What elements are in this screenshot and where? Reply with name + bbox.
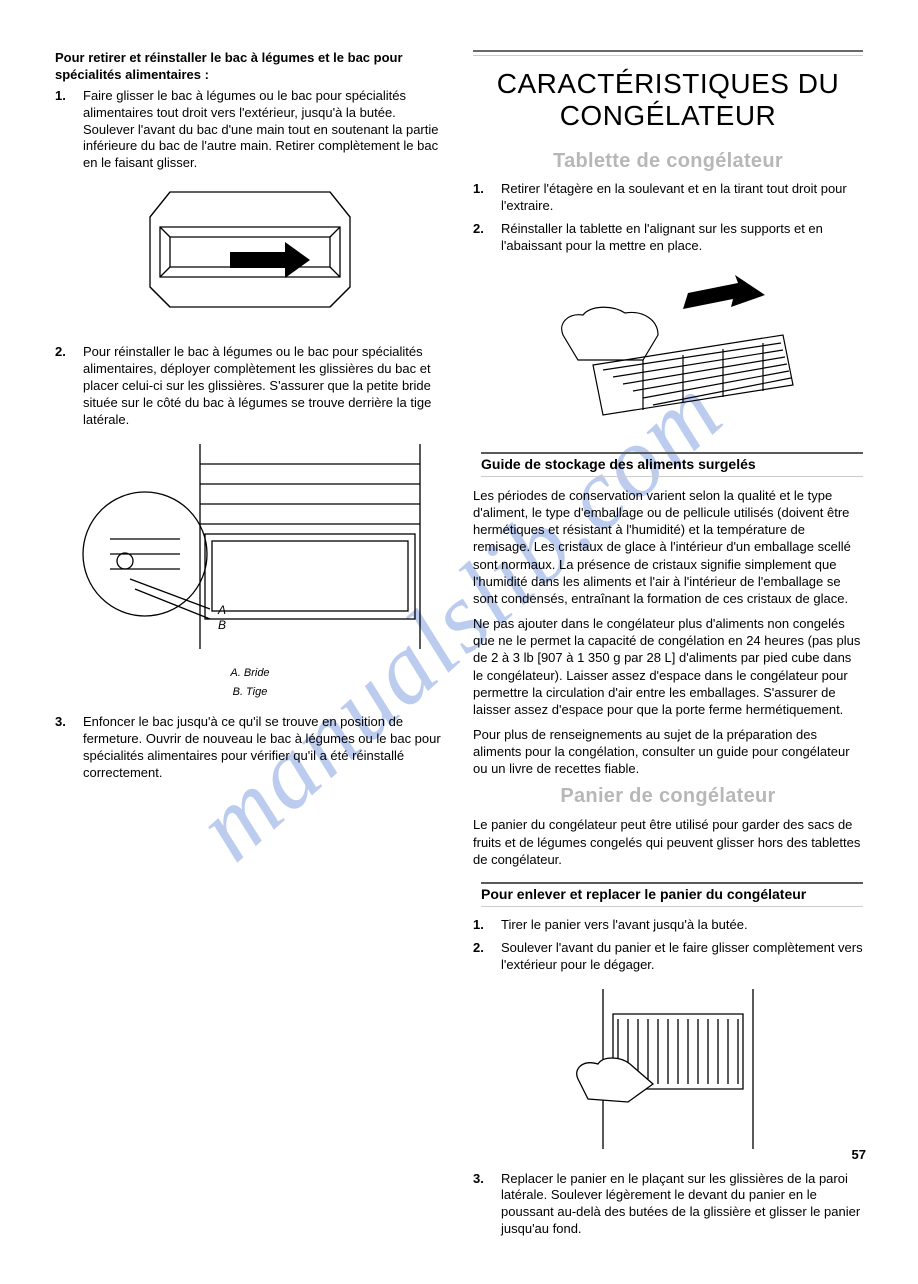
tablette-title: Tablette de congélateur [473,150,863,173]
title-rule [473,50,863,56]
panier-intro: Le panier du congélateur peut être utili… [473,816,863,867]
guide-heading: Guide de stockage des aliments surgelés [481,452,863,477]
left-heading: Pour retirer et réinstaller le bac à lég… [55,50,445,84]
step-text: Soulever l'avant du panier et le faire g… [501,940,863,974]
main-title-line1: CARACTÉRISTIQUES DU [497,68,839,99]
step-text: Réinstaller la tablette en l'alignant su… [501,221,863,255]
rails-illustration: A B [70,439,430,659]
guide-p1: Les périodes de conservation varient sel… [473,487,863,607]
left-step-1: 1. Faire glisser le bac à légumes ou le … [55,88,445,172]
left-steps-3: 3. Enfoncer le bac jusqu'à ce qu'il se t… [55,714,445,782]
step-text: Faire glisser le bac à légumes ou le bac… [83,88,445,172]
step-text: Tirer le panier vers l'avant jusqu'à la … [501,917,748,934]
step-number: 3. [473,1171,491,1239]
basket-illustration [558,984,778,1154]
step-number: 1. [55,88,73,172]
step-number: 1. [473,181,491,215]
caption-b: B. Tige [55,685,445,700]
caption-a: A. Bride [55,666,445,681]
panier-title: Panier de congélateur [473,785,863,808]
step-number: 2. [473,221,491,255]
label-a: A [217,603,226,617]
figure-shelf [473,265,863,438]
left-column: Pour retirer et réinstaller le bac à lég… [55,50,445,1244]
left-steps: 1. Faire glisser le bac à légumes ou le … [55,88,445,172]
panier-step-2: 2. Soulever l'avant du panier et le fair… [473,940,863,974]
shelf-illustration [533,265,803,435]
panier-steps: 1. Tirer le panier vers l'avant jusqu'à … [473,917,863,974]
tablette-steps: 1. Retirer l'étagère en la soulevant et … [473,181,863,255]
main-title: CARACTÉRISTIQUES DU CONGÉLATEUR [473,68,863,132]
right-column: CARACTÉRISTIQUES DU CONGÉLATEUR Tablette… [473,50,863,1244]
step-number: 2. [473,940,491,974]
step-number: 2. [55,344,73,428]
figure-drawer-remove [55,182,445,330]
left-step-2: 2. Pour réinstaller le bac à légumes ou … [55,344,445,428]
panier-step-3: 3. Replacer le panier en le plaçant sur … [473,1171,863,1239]
page-content: Pour retirer et réinstaller le bac à lég… [0,0,918,1284]
guide-p2: Ne pas ajouter dans le congélateur plus … [473,615,863,718]
panier-heading: Pour enlever et replacer le panier du co… [481,882,863,907]
panier-step-1: 1. Tirer le panier vers l'avant jusqu'à … [473,917,863,934]
step-number: 1. [473,917,491,934]
label-b: B [218,618,226,632]
main-title-line2: CONGÉLATEUR [560,100,777,131]
tablette-step-1: 1. Retirer l'étagère en la soulevant et … [473,181,863,215]
figure-basket [473,984,863,1157]
panier-steps-3: 3. Replacer le panier en le plaçant sur … [473,1171,863,1239]
step-text: Retirer l'étagère en la soulevant et en … [501,181,863,215]
left-step-3: 3. Enfoncer le bac jusqu'à ce qu'il se t… [55,714,445,782]
drawer-remove-illustration [135,182,365,327]
figure-rails: A B A. Bride B. Tige [55,439,445,701]
step-text: Enfoncer le bac jusqu'à ce qu'il se trou… [83,714,445,782]
step-number: 3. [55,714,73,782]
step-text: Replacer le panier en le plaçant sur les… [501,1171,863,1239]
tablette-step-2: 2. Réinstaller la tablette en l'alignant… [473,221,863,255]
left-steps-2: 2. Pour réinstaller le bac à légumes ou … [55,344,445,428]
guide-p3: Pour plus de renseignements au sujet de … [473,726,863,777]
step-text: Pour réinstaller le bac à légumes ou le … [83,344,445,428]
